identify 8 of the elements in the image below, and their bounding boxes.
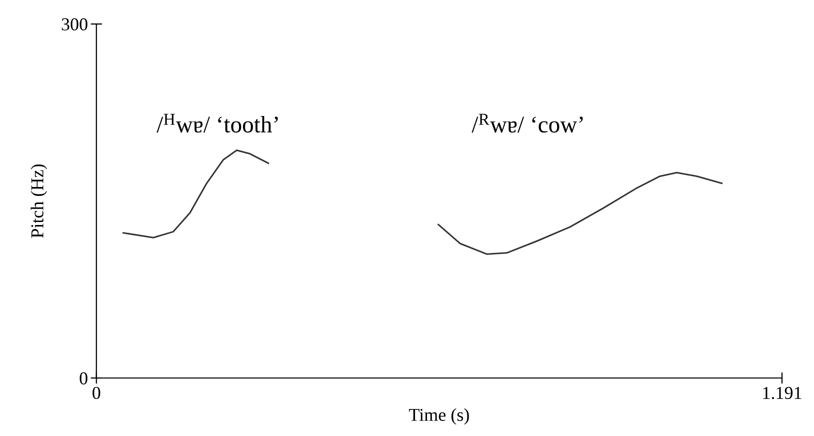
- line-series: [122, 149, 270, 238]
- y-tick-label: 300: [62, 18, 88, 30]
- x-tick-label: 1.191: [763, 386, 802, 400]
- x-axis-title: Time (s): [409, 408, 469, 425]
- line-series: [438, 172, 723, 255]
- annotation: /$^{R}$wɐ/ ‘cow’: [472, 114, 583, 133]
- annotation: /$^{H}$wɐ/ ‘tooth’: [156, 114, 278, 133]
- y-axis-title: Pitch (Hz): [30, 164, 48, 238]
